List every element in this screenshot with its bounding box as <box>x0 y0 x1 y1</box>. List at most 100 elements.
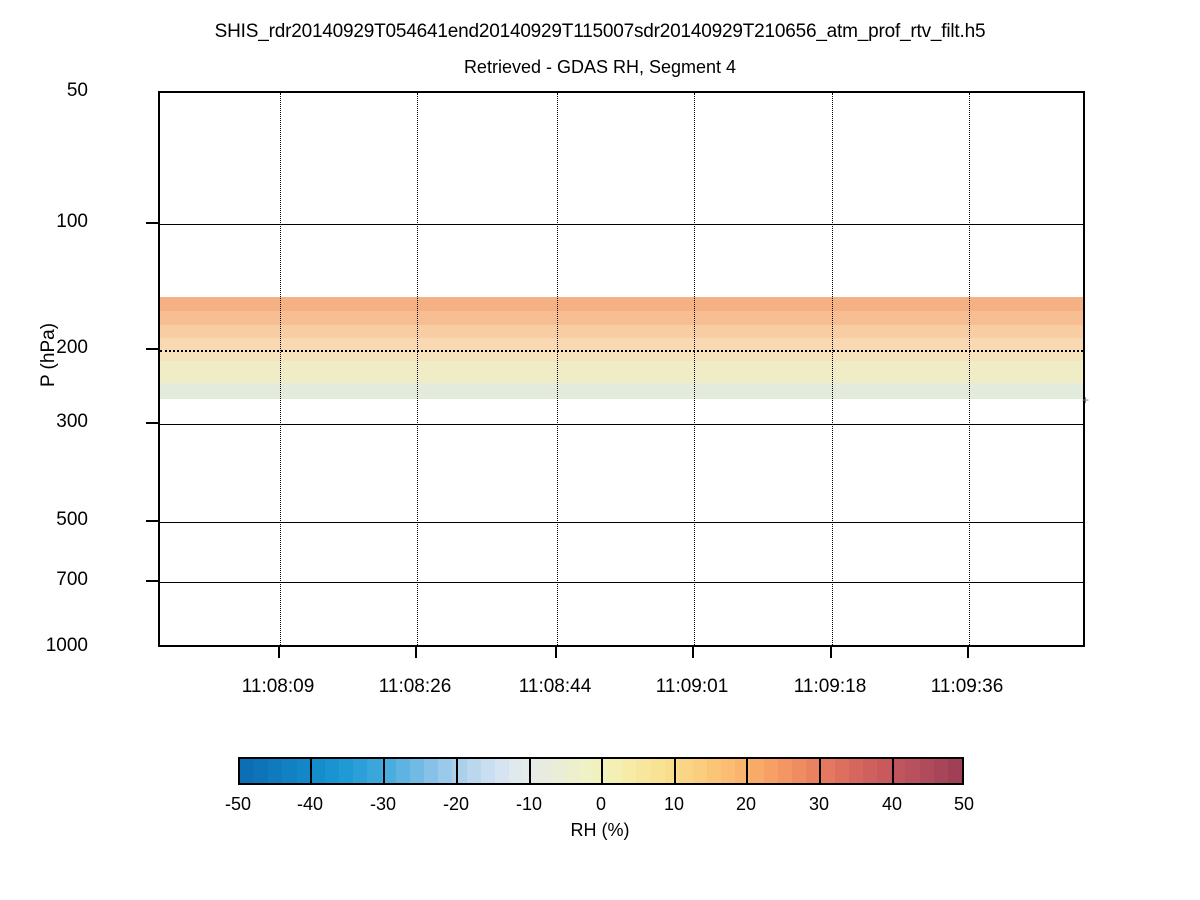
colorbar-swatch <box>424 759 439 783</box>
colorbar-swatch <box>919 759 934 783</box>
colorbar-swatch <box>947 759 962 783</box>
y-tick-mark <box>146 222 158 224</box>
gridline-horizontal <box>160 424 1083 425</box>
colorbar-swatch <box>452 759 467 783</box>
colorbar-swatch <box>749 759 764 783</box>
colorbar-tick-mark <box>892 757 894 785</box>
colorbar-swatch <box>268 759 283 783</box>
colorbar-swatch <box>777 759 793 783</box>
gridline-vertical <box>557 93 559 645</box>
x-tick-label: 11:09:01 <box>655 676 729 697</box>
colorbar-tick-label: -10 <box>515 794 543 814</box>
colorbar-tick-mark <box>819 757 821 785</box>
colorbar-swatch <box>367 759 382 783</box>
colorbar-tick-mark <box>310 757 312 785</box>
colorbar-swatch <box>608 759 623 783</box>
heatmap-data-layer <box>160 93 1083 645</box>
colorbar-swatch <box>565 759 580 783</box>
colorbar-swatch <box>792 759 807 783</box>
x-tick-label: 11:08:09 <box>241 676 315 697</box>
figure-title: SHIS_rdr20140929T054641end20140929T11500… <box>214 21 986 42</box>
colorbar-tick-label: 20 <box>735 794 757 814</box>
gridline-horizontal <box>160 522 1083 523</box>
y-tick-label: 100 <box>56 211 88 232</box>
x-tick-mark <box>967 647 969 658</box>
x-tick-label: 11:08:26 <box>378 676 452 697</box>
plot-area <box>158 91 1085 647</box>
colorbar-swatch <box>848 759 863 783</box>
colorbar-tick-label: 50 <box>953 794 975 814</box>
y-tick-mark <box>146 422 158 424</box>
colorbar-swatch <box>933 759 948 783</box>
x-tick-mark <box>555 647 557 658</box>
colorbar-swatch <box>296 759 311 783</box>
colorbar-swatch <box>480 759 495 783</box>
y-tick-label: 200 <box>56 337 88 358</box>
heatmap-band <box>160 338 1083 350</box>
colorbar-swatch <box>339 759 354 783</box>
y-tick-mark <box>146 348 158 350</box>
colorbar-tick-label: -40 <box>296 794 324 814</box>
colorbar-tick-label: 10 <box>663 794 685 814</box>
gridline-vertical <box>969 93 971 645</box>
colorbar-swatch <box>820 759 835 783</box>
colorbar-swatch <box>650 759 665 783</box>
colorbar-swatch <box>664 759 679 783</box>
colorbar-swatch <box>409 759 425 783</box>
colorbar-swatch <box>622 759 637 783</box>
heatmap-band <box>160 350 1083 361</box>
colorbar-tick-label: -50 <box>224 794 252 814</box>
colorbar-tick-mark <box>529 757 531 785</box>
heatmap-band <box>160 311 1083 325</box>
gridline-vertical <box>417 93 419 645</box>
colorbar-swatch <box>678 759 693 783</box>
y-tick-label: 1000 <box>45 635 88 656</box>
gridline-horizontal <box>160 582 1083 583</box>
x-tick-label: 11:09:36 <box>930 676 1004 697</box>
colorbar-swatch <box>763 759 778 783</box>
colorbar-swatch <box>905 759 920 783</box>
y-tick-label: 700 <box>56 569 88 590</box>
colorbar-swatch <box>693 759 708 783</box>
colorbar-swatch <box>579 759 594 783</box>
colorbar-swatch <box>240 759 255 783</box>
colorbar-tick-mark <box>674 757 676 785</box>
colorbar-tick-label: -30 <box>369 794 397 814</box>
colorbar-tick-mark <box>456 757 458 785</box>
colorbar-tick-mark <box>601 757 603 785</box>
colorbar-swatch <box>834 759 849 783</box>
gridline-horizontal <box>160 350 1083 352</box>
y-tick-label: 300 <box>56 411 88 432</box>
right-axis-marker: + <box>1082 393 1090 407</box>
y-tick-label: 500 <box>56 509 88 530</box>
x-tick-label: 11:08:44 <box>518 676 592 697</box>
gridline-horizontal <box>160 224 1083 225</box>
colorbar-swatch <box>395 759 410 783</box>
gridline-vertical <box>832 93 834 645</box>
colorbar-swatch <box>381 759 396 783</box>
gridline-vertical <box>694 93 696 645</box>
colorbar-tick-label: 40 <box>881 794 903 814</box>
y-tick-mark <box>146 520 158 522</box>
x-tick-mark <box>278 647 280 658</box>
colorbar-swatch <box>466 759 481 783</box>
colorbar-swatch <box>593 759 609 783</box>
x-tick-mark <box>830 647 832 658</box>
colorbar-tick-label: -20 <box>442 794 470 814</box>
colorbar-swatch <box>282 759 297 783</box>
colorbar-tick-mark <box>746 757 748 785</box>
colorbar-swatch <box>862 759 878 783</box>
colorbar-swatch <box>721 759 736 783</box>
colorbar-swatch <box>494 759 509 783</box>
colorbar-swatch <box>891 759 906 783</box>
colorbar-swatch <box>324 759 340 783</box>
colorbar-label: RH (%) <box>570 820 630 840</box>
figure-subtitle: Retrieved - GDAS RH, Segment 4 <box>463 57 737 77</box>
colorbar-swatch <box>353 759 368 783</box>
x-tick-mark <box>415 647 417 658</box>
x-tick-label: 11:09:18 <box>793 676 867 697</box>
colorbar-swatch <box>877 759 892 783</box>
colorbar-swatch <box>551 759 566 783</box>
y-tick-label: 50 <box>66 80 88 101</box>
